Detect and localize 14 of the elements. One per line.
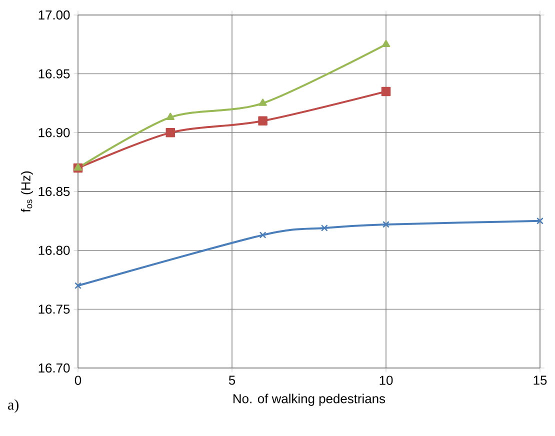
- y-tick-label: 16.70: [38, 363, 70, 373]
- y-tick-label: 16.95: [38, 69, 70, 78]
- x-tick-label: 0: [74, 376, 82, 385]
- y-tick-label: 16.80: [38, 246, 70, 255]
- y-tick-label: 16.75: [38, 304, 70, 314]
- x-axis-title: No. of walking pedestrians: [234, 394, 386, 406]
- y-tick-label: 16.85: [38, 186, 70, 196]
- x-tick-label: 10: [380, 376, 393, 385]
- x-tick-label: 5: [228, 376, 236, 385]
- y-tick-label: 17.00: [38, 10, 70, 20]
- text: a): [8, 399, 18, 413]
- x-tick-label: 15: [534, 376, 547, 385]
- y-axis-title: f$_{os}$ (Hz): [20, 171, 33, 212]
- y-tick-label: 16.90: [38, 128, 70, 138]
